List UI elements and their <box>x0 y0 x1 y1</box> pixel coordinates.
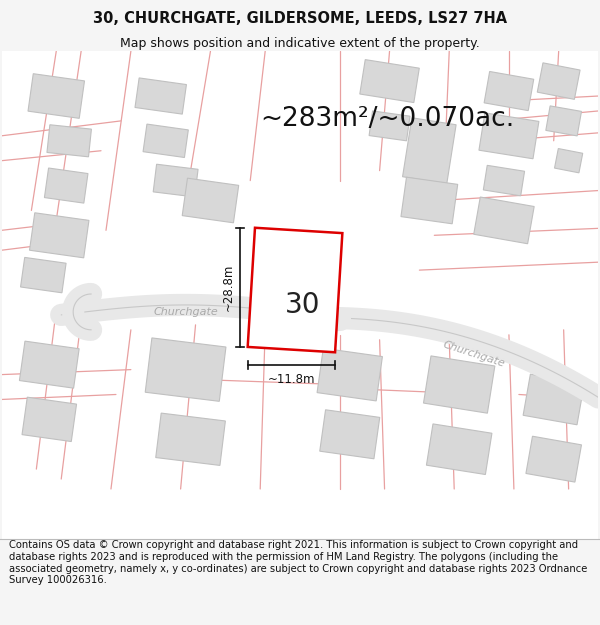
Polygon shape <box>484 166 524 196</box>
Text: ~11.8m: ~11.8m <box>268 372 315 386</box>
Polygon shape <box>474 197 534 244</box>
Polygon shape <box>156 413 226 466</box>
Text: ~283m²/~0.070ac.: ~283m²/~0.070ac. <box>260 106 514 132</box>
Polygon shape <box>526 436 581 482</box>
Text: Churchgate: Churchgate <box>153 307 218 317</box>
Text: ~28.8m: ~28.8m <box>222 264 235 311</box>
Polygon shape <box>28 74 85 118</box>
Text: Contains OS data © Crown copyright and database right 2021. This information is : Contains OS data © Crown copyright and d… <box>9 541 587 585</box>
Polygon shape <box>182 178 239 222</box>
Polygon shape <box>546 106 581 136</box>
Text: 30: 30 <box>285 291 321 319</box>
Text: Churchgate: Churchgate <box>442 340 506 369</box>
Polygon shape <box>20 258 66 292</box>
Text: 30, CHURCHGATE, GILDERSOME, LEEDS, LS27 7HA: 30, CHURCHGATE, GILDERSOME, LEEDS, LS27 … <box>93 11 507 26</box>
Polygon shape <box>484 71 534 111</box>
Polygon shape <box>401 177 458 224</box>
Polygon shape <box>427 424 492 474</box>
Polygon shape <box>135 78 187 114</box>
Polygon shape <box>248 228 343 352</box>
Polygon shape <box>554 149 583 173</box>
Polygon shape <box>537 63 580 99</box>
Polygon shape <box>153 164 198 197</box>
Text: Map shows position and indicative extent of the property.: Map shows position and indicative extent… <box>120 37 480 50</box>
Polygon shape <box>523 374 584 425</box>
Polygon shape <box>360 59 419 102</box>
Polygon shape <box>22 397 77 441</box>
Polygon shape <box>317 348 382 401</box>
Polygon shape <box>320 410 380 459</box>
Polygon shape <box>29 213 89 258</box>
Polygon shape <box>143 124 188 158</box>
Polygon shape <box>424 356 495 413</box>
Polygon shape <box>369 111 410 141</box>
Polygon shape <box>479 113 539 159</box>
Polygon shape <box>403 118 456 184</box>
Polygon shape <box>145 338 226 401</box>
Polygon shape <box>47 125 91 157</box>
Polygon shape <box>44 168 88 203</box>
Polygon shape <box>19 341 79 388</box>
